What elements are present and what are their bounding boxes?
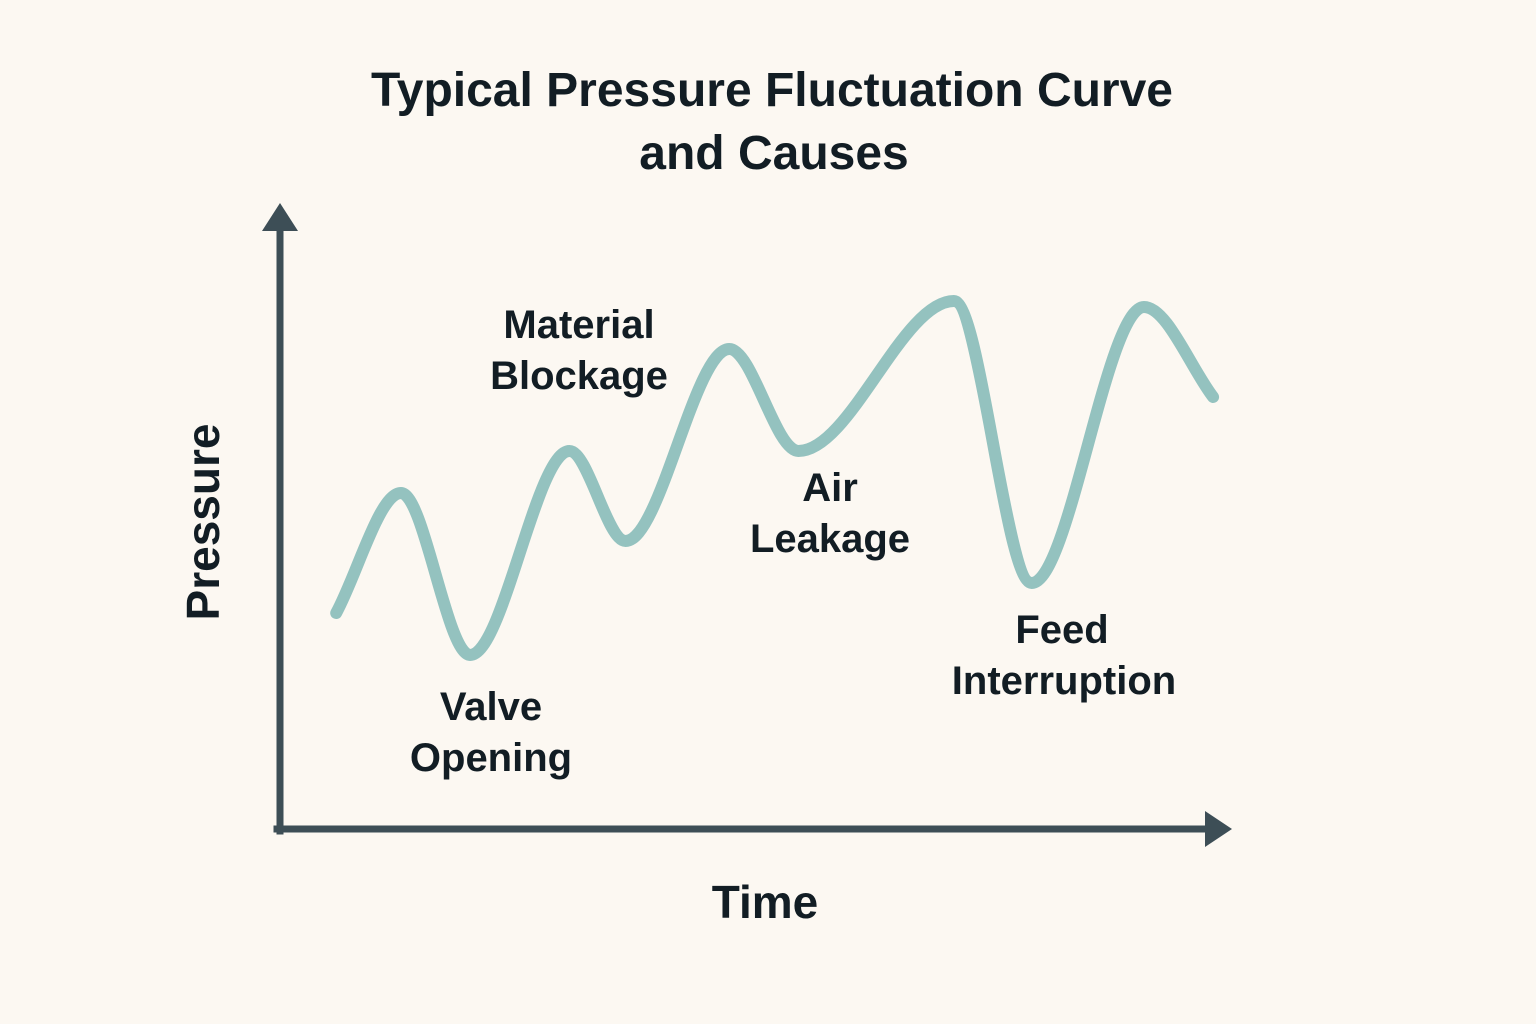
axes [262,203,1232,847]
y-axis-arrowhead [262,203,298,231]
chart-title-line-1: Typical Pressure Fluctuation Curve [371,64,1173,117]
annotation-air-leakage-line-2: Leakage [750,517,910,561]
annotation-material-blockage-line-2: Blockage [490,354,668,398]
chart-title-line-2: and Causes [639,127,908,180]
annotation-feed-interruption-line-1: Feed [1015,608,1108,652]
annotation-air-leakage-line-1: Air [802,466,858,510]
y-axis-title: Pressure [177,424,229,621]
annotation-feed-interruption-line-2: Interruption [952,659,1176,703]
annotation-feed-interruption: Feed Interruption [952,608,1176,703]
annotation-air-leakage: Air Leakage [750,466,910,561]
annotation-material-blockage-line-1: Material [503,303,654,347]
annotation-valve-opening: Valve Opening [410,685,572,780]
annotation-valve-opening-line-2: Opening [410,736,572,780]
pressure-series-line [330,295,1220,661]
x-axis-title: Time [712,876,819,928]
annotation-material-blockage: Material Blockage [490,303,668,398]
x-axis-arrowhead [1205,811,1232,847]
annotation-valve-opening-line-1: Valve [440,685,542,729]
